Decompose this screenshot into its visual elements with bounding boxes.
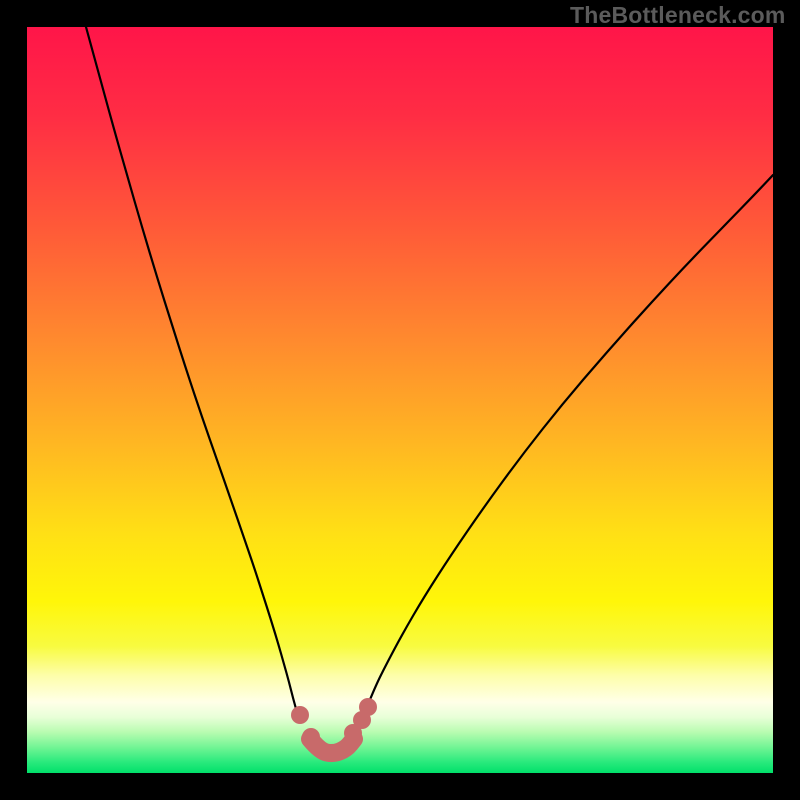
chart-frame: TheBottleneck.com	[0, 0, 800, 800]
watermark-text: TheBottleneck.com	[570, 2, 786, 29]
bottleneck-dot	[359, 698, 377, 716]
bottleneck-dot	[302, 728, 320, 746]
chart-svg	[27, 27, 773, 773]
bottleneck-dot	[291, 706, 309, 724]
plot-area	[27, 27, 773, 773]
gradient-background	[27, 27, 773, 773]
